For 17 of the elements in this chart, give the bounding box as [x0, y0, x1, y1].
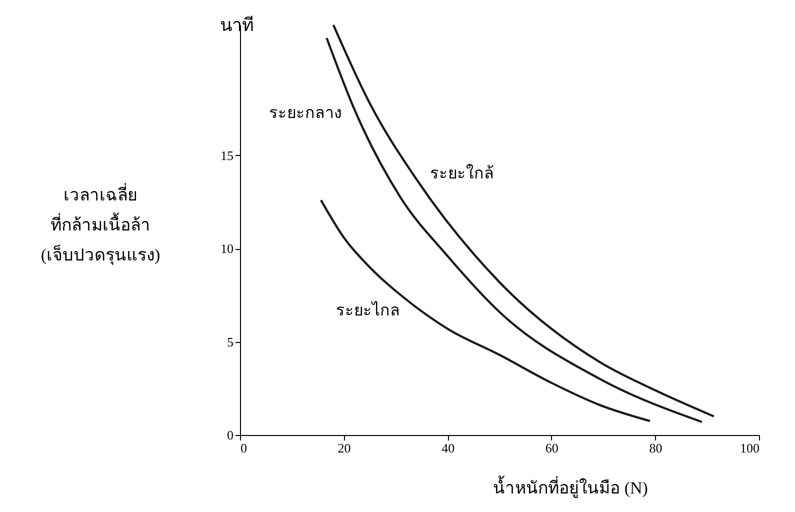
y-tick-label: 15 — [220, 148, 234, 163]
series-label: ระยะใกล้ — [430, 164, 494, 183]
series-label: ระยะกลาง — [269, 104, 342, 122]
annotation: นาที — [220, 15, 254, 35]
x-tick-label: 100 — [740, 440, 760, 456]
x-tick-label: 20 — [338, 440, 351, 456]
y-tick-label: 10 — [220, 241, 234, 256]
series-label: ระยะไกล — [336, 300, 400, 320]
y-tick-label: 0 — [227, 428, 234, 442]
x-tick-label: 60 — [545, 440, 558, 456]
y-tick-label: 5 — [227, 334, 234, 350]
x-tick-label: 40 — [442, 440, 455, 456]
x-tick-label: 80 — [649, 440, 662, 456]
line-series — [320, 199, 652, 422]
y-axis-title: เวลาเฉลี่ย ที่กล้ามเนื้อล้า (เจ็บปวดรุนแรง) — [40, 182, 160, 266]
x-axis-title: น้ำหนักที่อยู่ในมือ (N) — [493, 476, 648, 498]
x-tick-label: 0 — [240, 440, 247, 456]
